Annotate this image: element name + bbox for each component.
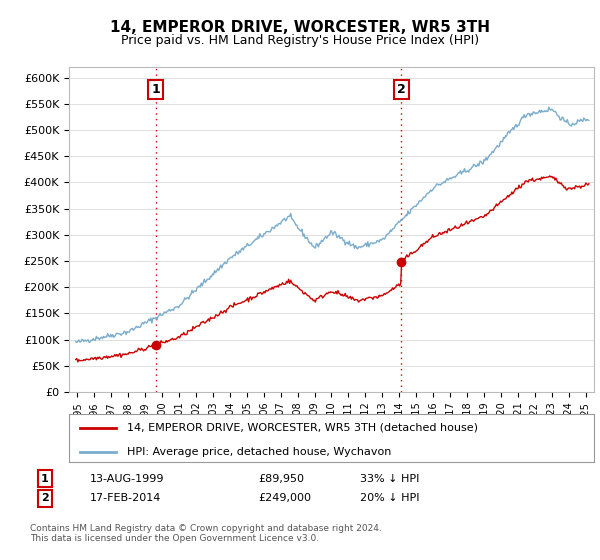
Text: £249,000: £249,000 bbox=[258, 493, 311, 503]
Text: 14, EMPEROR DRIVE, WORCESTER, WR5 3TH: 14, EMPEROR DRIVE, WORCESTER, WR5 3TH bbox=[110, 20, 490, 35]
Text: 20% ↓ HPI: 20% ↓ HPI bbox=[360, 493, 419, 503]
Text: 1: 1 bbox=[41, 474, 49, 484]
Text: 33% ↓ HPI: 33% ↓ HPI bbox=[360, 474, 419, 484]
Text: 14, EMPEROR DRIVE, WORCESTER, WR5 3TH (detached house): 14, EMPEROR DRIVE, WORCESTER, WR5 3TH (d… bbox=[127, 423, 478, 433]
Text: Contains HM Land Registry data © Crown copyright and database right 2024.
This d: Contains HM Land Registry data © Crown c… bbox=[30, 524, 382, 543]
Text: 2: 2 bbox=[41, 493, 49, 503]
Text: 17-FEB-2014: 17-FEB-2014 bbox=[90, 493, 161, 503]
Text: 2: 2 bbox=[397, 83, 406, 96]
Text: 1: 1 bbox=[151, 83, 160, 96]
Text: HPI: Average price, detached house, Wychavon: HPI: Average price, detached house, Wych… bbox=[127, 446, 391, 456]
Text: 13-AUG-1999: 13-AUG-1999 bbox=[90, 474, 164, 484]
Text: £89,950: £89,950 bbox=[258, 474, 304, 484]
Text: Price paid vs. HM Land Registry's House Price Index (HPI): Price paid vs. HM Land Registry's House … bbox=[121, 34, 479, 46]
